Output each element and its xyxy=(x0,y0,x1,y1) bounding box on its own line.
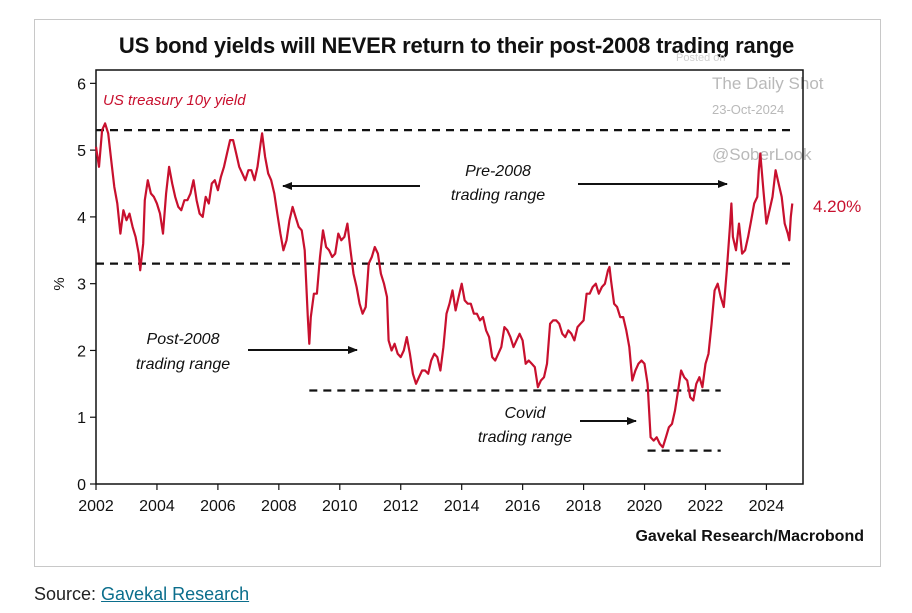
axes: 0 1 2 3 4 5 6 2002 2004 2006 2008 2010 2012 2014 2016 2… xyxy=(77,69,804,515)
y-tick-label: 4 xyxy=(77,210,86,227)
series-group xyxy=(94,122,794,449)
annotation-covid: Covid trading range xyxy=(478,405,572,446)
annotation-post-2008: Post-2008 trading range xyxy=(136,331,230,373)
x-tick-label: 2012 xyxy=(383,498,419,515)
y-tick-label: 3 xyxy=(77,277,86,294)
y-tick-label: 0 xyxy=(77,477,86,494)
y-tick-label: 1 xyxy=(77,410,86,427)
x-tick-label: 2016 xyxy=(505,498,541,515)
credit: Gavekal Research/Macrobond xyxy=(635,528,864,545)
watermark-handle: @SoberLook xyxy=(712,145,812,164)
annotation-pre-2008-line2: trading range xyxy=(451,187,545,204)
annotation-pre-2008: Pre-2008 trading range xyxy=(451,163,545,204)
plot-border xyxy=(95,69,804,485)
source-line: Source: Gavekal Research xyxy=(34,584,249,605)
y-tick-label: 6 xyxy=(77,76,86,93)
watermark-name: The Daily Shot xyxy=(712,74,824,93)
x-tick-label: 2006 xyxy=(200,498,236,515)
x-tick-label: 2004 xyxy=(139,498,175,515)
last-value-label: 4.20% xyxy=(813,197,861,216)
series-line-us-10y xyxy=(94,122,794,449)
x-tick-label: 2018 xyxy=(566,498,602,515)
watermark-posted: Posted on xyxy=(676,52,726,64)
x-tick-label: 2010 xyxy=(322,498,358,515)
reference-lines xyxy=(96,128,791,452)
x-tick-label: 2014 xyxy=(444,498,480,515)
chart-frame xyxy=(34,19,881,567)
annotation-post-2008-line1: Post-2008 xyxy=(147,331,220,348)
chart-title: US bond yields will NEVER return to thei… xyxy=(118,33,795,58)
annotation-covid-line2: trading range xyxy=(478,429,572,446)
annotation-post-2008-line2: trading range xyxy=(136,356,230,373)
y-tick-label: 5 xyxy=(77,143,86,160)
y-axis-label: % xyxy=(51,277,68,290)
x-tick-label: 2008 xyxy=(261,498,297,515)
series-label: US treasury 10y yield xyxy=(103,92,246,109)
annotation-covid-line1: Covid xyxy=(505,405,547,422)
x-tick-label: 2020 xyxy=(627,498,663,515)
watermark-date: 23-Oct-2024 xyxy=(712,102,785,117)
annotation-arrows xyxy=(248,180,728,425)
source-link[interactable]: Gavekal Research xyxy=(101,584,250,604)
y-tick-label: 2 xyxy=(77,343,86,360)
source-prefix: Source: xyxy=(34,584,102,604)
annotation-pre-2008-line1: Pre-2008 xyxy=(465,163,531,180)
x-tick-label: 2024 xyxy=(749,498,785,515)
x-tick-label: 2022 xyxy=(688,498,724,515)
x-tick-label: 2002 xyxy=(78,498,114,515)
